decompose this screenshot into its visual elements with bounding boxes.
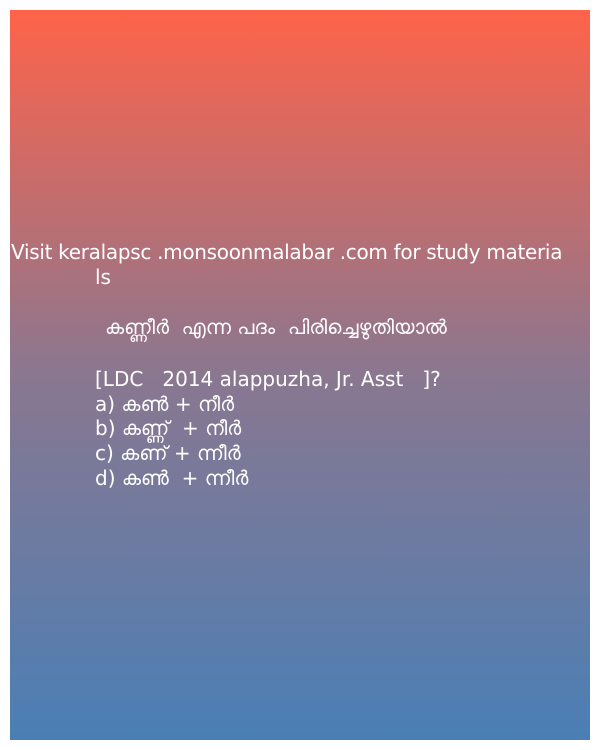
option-b: b) കണ്ണ് + നീർ [95,416,242,440]
exam-tag: [LDC 2014 alappuzha, Jr. Asst ]? [95,367,441,391]
option-d: d) കൺ + ന്നീർ [95,466,249,490]
source-text-continued: ls [95,265,111,289]
question-text: കണ്ണീർ എന്ന പദം പിരിച്ചെഴുതിയാൽ [105,315,447,339]
option-c: c) കണ് + ന്നീർ [95,441,241,465]
question-card: Visit keralapsc .monsoonmalabar .com for… [10,10,590,740]
option-a: a) കൺ + നീർ [95,392,235,416]
source-text: Visit keralapsc .monsoonmalabar .com for… [11,240,563,264]
